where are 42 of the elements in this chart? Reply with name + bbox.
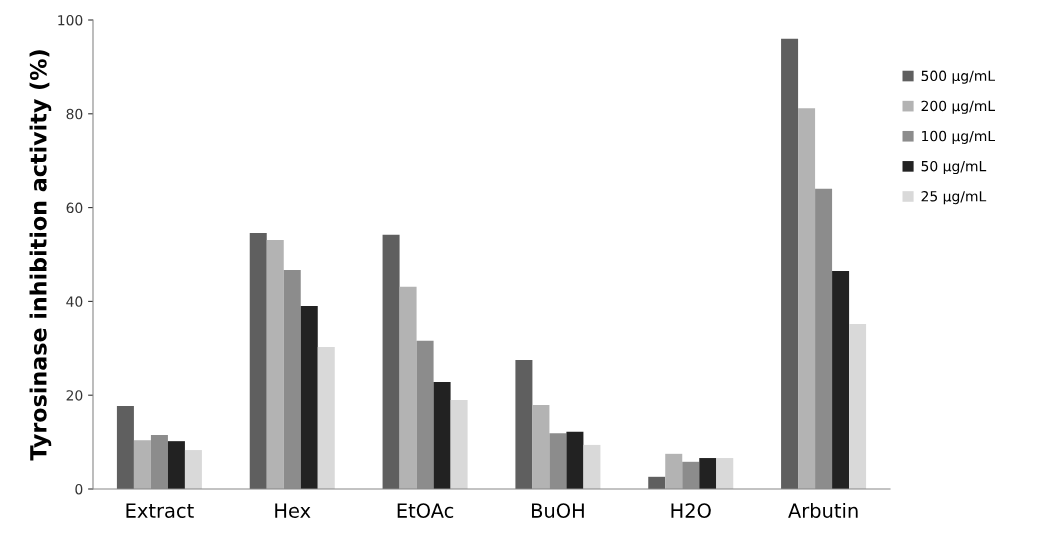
bar [184,450,202,489]
bar [116,405,134,489]
x-tick-label: EtOAc [397,503,454,518]
bar [716,458,734,489]
bar [566,431,584,489]
bar [665,453,683,489]
legend-label: 100 μg/mL [922,130,995,144]
x-tick-label: H2O [671,503,711,518]
bar [849,323,867,489]
legend-label: 200 μg/mL [921,100,995,114]
bar [133,440,151,489]
bar [399,286,417,489]
legend-label: 25 μg/mL [921,190,987,205]
bar [266,239,284,489]
bar [433,382,451,489]
y-tick-label: 40 [66,296,83,307]
x-tick-label: BuOH [532,503,584,518]
y-tick-label: 100 [58,14,83,26]
y-axis-title: Tyrosinase inhibition activity (%) [29,50,52,461]
bar [382,234,400,489]
bar [450,399,468,489]
x-tick-label: Arbutin [788,502,858,518]
y-tick-label: 0 [75,483,83,495]
y-tick-label: 80 [66,108,83,120]
bar [249,232,267,489]
bar [781,38,799,489]
bar [532,405,550,489]
bar [832,270,850,489]
bar [798,108,816,489]
legend-label: 500 μg/mL [921,70,995,84]
x-tick-label: Extract [126,503,194,518]
legend-label: 50 μg/mL [921,160,987,175]
bar [583,444,601,489]
bar [648,476,666,489]
bar [515,360,533,489]
y-tick-label: 60 [66,202,83,214]
bar [167,441,185,489]
x-tick-label: Hex [275,503,311,518]
y-tick-label: 20 [66,390,83,401]
bar [300,306,318,489]
bar [317,346,335,489]
bar [699,458,717,489]
